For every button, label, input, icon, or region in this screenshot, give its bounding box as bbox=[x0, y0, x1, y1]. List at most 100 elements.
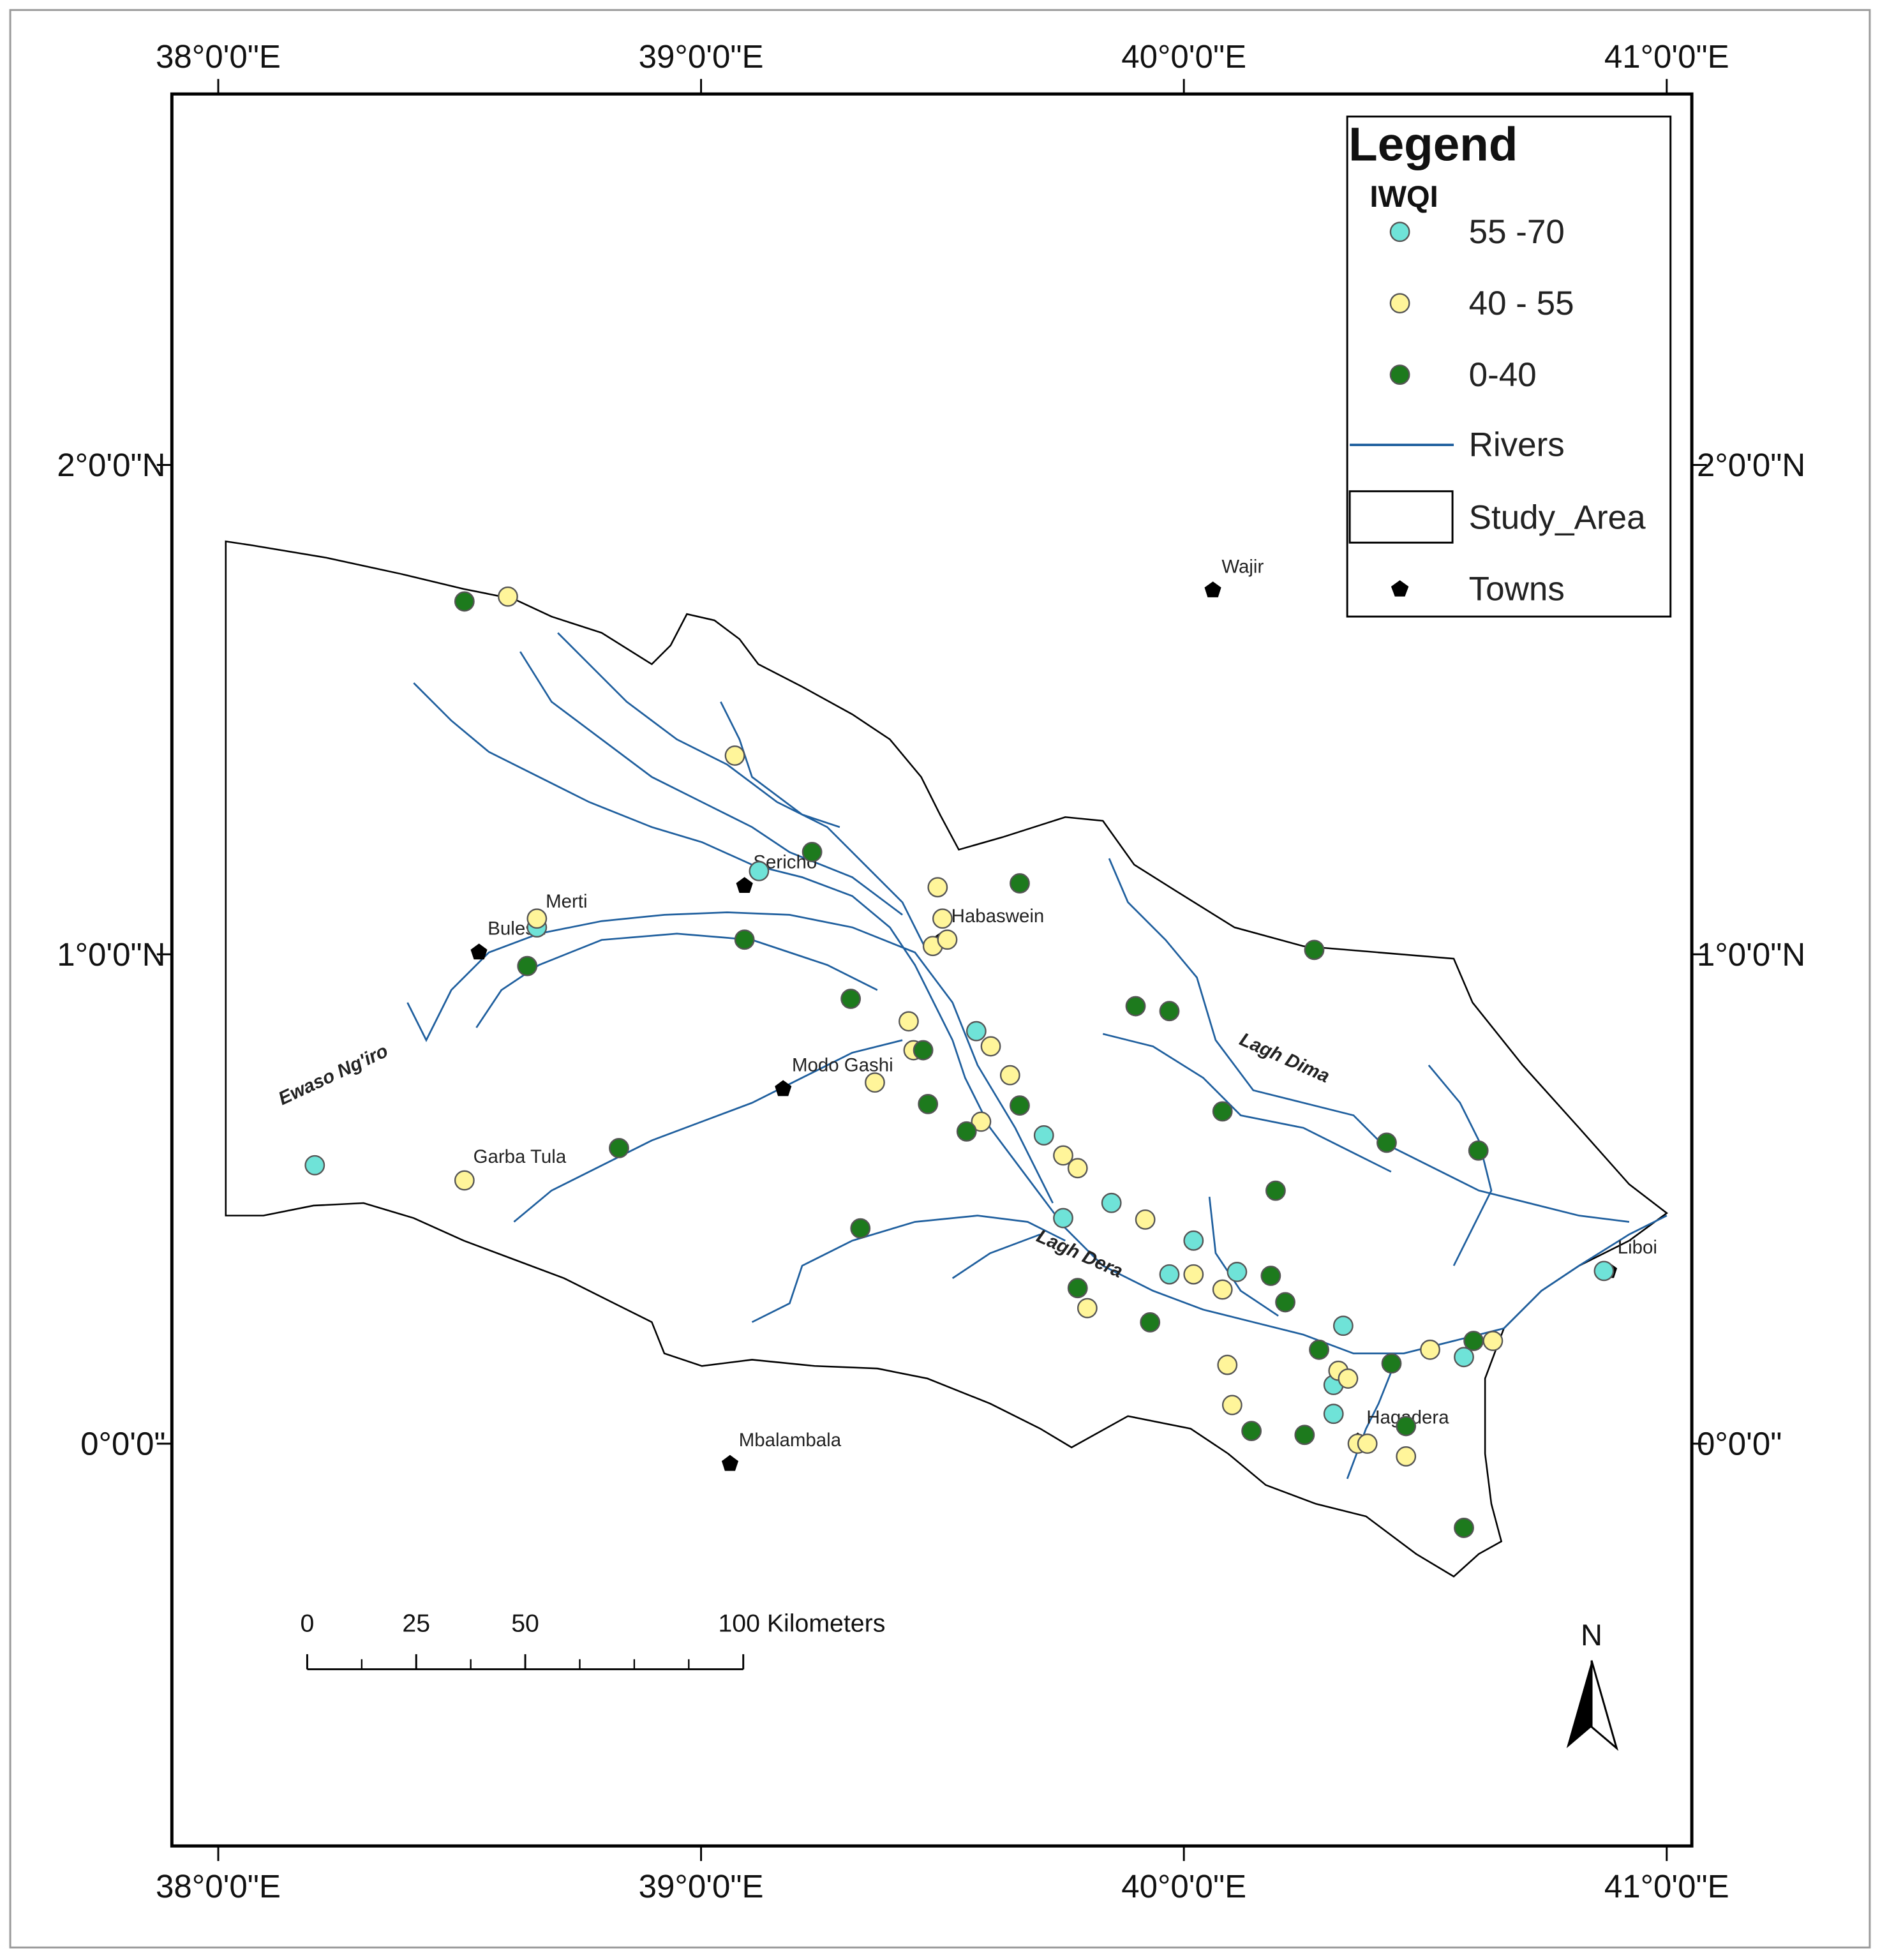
sample-point bbox=[1067, 1278, 1088, 1299]
graticule: 38°0'0"E 38°0'0"E 39°0'0"E 39°0'0"E 40°0'0"E… bbox=[57, 38, 1805, 1904]
sample-point bbox=[1593, 1261, 1615, 1282]
sample-point bbox=[1332, 1315, 1354, 1336]
sample-point bbox=[1053, 1208, 1073, 1229]
sample-point bbox=[927, 877, 948, 898]
river bbox=[413, 682, 1667, 1355]
sample-point bbox=[1010, 873, 1030, 894]
legend-town-symbol bbox=[1391, 580, 1409, 597]
sample-point bbox=[1420, 1339, 1440, 1360]
x-tick-label: 39°0'0"E bbox=[639, 1868, 764, 1904]
sample-point bbox=[1381, 1353, 1402, 1374]
sample-point bbox=[526, 908, 548, 929]
north-label: N bbox=[1581, 1618, 1602, 1652]
north-arrow-right bbox=[1590, 1660, 1619, 1751]
sample-point bbox=[454, 1170, 475, 1191]
sample-point bbox=[1010, 1095, 1030, 1116]
town-label: Wajir bbox=[1221, 556, 1264, 577]
sample-point bbox=[609, 1137, 629, 1158]
y-tick-label: 1°0'0"N bbox=[1697, 936, 1805, 973]
town-label: Modo Gashi bbox=[792, 1055, 893, 1076]
sample-point bbox=[1183, 1264, 1204, 1285]
legend-subtitle: IWQI bbox=[1369, 179, 1438, 213]
sample-point bbox=[980, 1036, 1001, 1057]
x-tick-label: 38°0'0"E bbox=[156, 38, 281, 75]
legend-label: Study_Area bbox=[1469, 499, 1646, 537]
scale-bar: 0 25 50 100 Kilometers bbox=[300, 1610, 885, 1670]
town-marker bbox=[775, 1080, 792, 1096]
sample-point bbox=[498, 586, 518, 607]
x-tick-label: 41°0'0"E bbox=[1604, 38, 1729, 75]
y-tick-label: 2°0'0"N bbox=[57, 447, 165, 483]
sample-point bbox=[1227, 1261, 1248, 1282]
sample-point bbox=[850, 1218, 871, 1239]
town-label: Garba Tula bbox=[474, 1146, 567, 1167]
sample-point bbox=[1183, 1230, 1204, 1251]
y-tick-label: 2°0'0"N bbox=[1697, 447, 1805, 483]
sample-point bbox=[304, 1155, 325, 1176]
sample-point bbox=[971, 1111, 992, 1132]
river bbox=[1102, 1033, 1392, 1173]
town-label: Habaswein bbox=[951, 906, 1045, 927]
sample-point bbox=[913, 1040, 934, 1061]
x-tick-label: 40°0'0"E bbox=[1121, 38, 1246, 75]
town-label: Merti bbox=[546, 891, 587, 912]
sample-points bbox=[304, 586, 1615, 1538]
river bbox=[519, 651, 903, 916]
scale-label: 100 Kilometers bbox=[718, 1610, 885, 1638]
legend-classes: 55 -70 40 - 55 0-40 bbox=[1389, 213, 1574, 394]
sample-point bbox=[802, 842, 823, 862]
legend-area-symbol bbox=[1348, 490, 1454, 544]
legend-symbol bbox=[1389, 221, 1410, 243]
sample-point bbox=[1265, 1180, 1286, 1201]
sample-point bbox=[999, 1065, 1020, 1086]
sample-point bbox=[899, 1011, 919, 1032]
sample-point bbox=[1304, 939, 1325, 961]
sample-point bbox=[1159, 1001, 1180, 1022]
sample-point bbox=[517, 955, 538, 976]
legend-title: Legend bbox=[1348, 117, 1518, 170]
sample-point bbox=[724, 745, 745, 766]
sample-point bbox=[1221, 1395, 1242, 1416]
sample-point bbox=[840, 989, 862, 1009]
river bbox=[1428, 1065, 1493, 1266]
river bbox=[720, 701, 840, 828]
sample-point bbox=[918, 1093, 939, 1114]
scale-label: 0 bbox=[300, 1610, 314, 1638]
sample-point bbox=[454, 591, 475, 612]
sample-point bbox=[1260, 1266, 1281, 1286]
legend-label: 40 - 55 bbox=[1469, 285, 1574, 322]
town-label: Mbalambala bbox=[739, 1430, 842, 1451]
sample-point bbox=[1482, 1331, 1503, 1351]
legend-symbol bbox=[1389, 364, 1410, 385]
river bbox=[407, 911, 1054, 1204]
town-marker bbox=[736, 877, 753, 894]
legend: Legend IWQI 55 -70 40 - 55 0-40 Rivers Stu… bbox=[1346, 116, 1672, 618]
sample-point bbox=[1338, 1368, 1359, 1389]
x-tick-label: 39°0'0"E bbox=[639, 38, 764, 75]
sample-point bbox=[1396, 1416, 1417, 1437]
sample-point bbox=[1454, 1347, 1474, 1368]
legend-label: 0-40 bbox=[1469, 356, 1537, 394]
river bbox=[751, 1215, 1066, 1323]
sample-point bbox=[1125, 996, 1146, 1017]
sample-point bbox=[1101, 1192, 1122, 1213]
y-tick-label: 0°0'0" bbox=[1697, 1426, 1782, 1462]
river bbox=[557, 632, 929, 953]
sample-point bbox=[1294, 1425, 1315, 1446]
sample-point bbox=[1376, 1132, 1397, 1153]
sample-point bbox=[865, 1072, 885, 1093]
scale-label: 50 bbox=[511, 1610, 539, 1638]
sample-point bbox=[1396, 1446, 1417, 1467]
town-label: Liboi bbox=[1618, 1237, 1657, 1258]
river bbox=[1108, 858, 1630, 1223]
sample-point bbox=[1033, 1125, 1054, 1146]
x-tick-label: 38°0'0"E bbox=[156, 1868, 281, 1904]
legend-label: Rivers bbox=[1469, 426, 1565, 464]
sample-point bbox=[1067, 1158, 1088, 1179]
sample-point bbox=[1077, 1298, 1098, 1319]
sample-point bbox=[1241, 1421, 1262, 1441]
town-marker bbox=[1204, 581, 1221, 597]
legend-label: Towns bbox=[1469, 571, 1565, 608]
scale-label: 25 bbox=[402, 1610, 430, 1638]
